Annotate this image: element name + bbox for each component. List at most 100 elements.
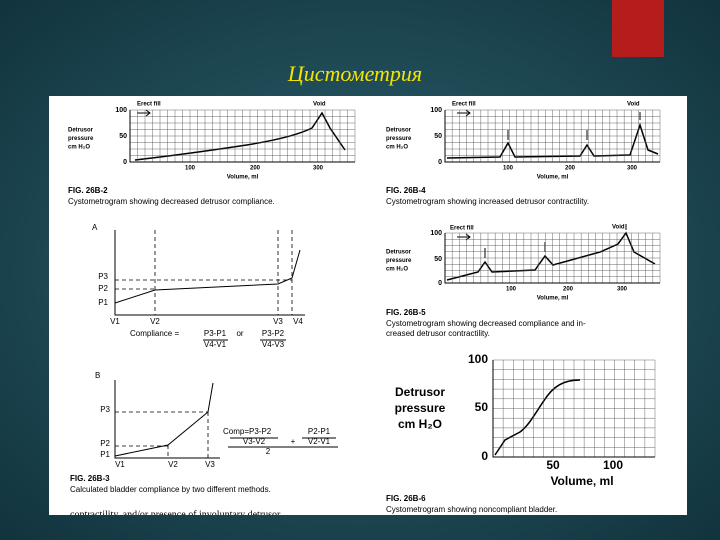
tick-label: 200: [565, 166, 576, 172]
tick-label: 100: [430, 107, 442, 114]
axes: [444, 233, 660, 284]
annotation: Erect fill: [137, 102, 161, 108]
curve: [114, 382, 214, 457]
axis-label: P1: [98, 298, 108, 307]
tick-label: 300: [627, 166, 638, 172]
axis-label: V3: [273, 317, 283, 326]
figure-number: FIG. 26B-5: [386, 308, 426, 317]
curve: [114, 249, 301, 304]
figure-number: FIG. 26B-6: [386, 494, 426, 503]
tick-label: 0: [438, 159, 442, 166]
formula: Compliance =: [130, 329, 179, 338]
annotation: Erect fill: [452, 102, 476, 108]
formula: or: [236, 329, 243, 338]
curve: [446, 122, 659, 159]
axis-label: V2: [150, 317, 160, 326]
axis-label: cm H₂O: [386, 145, 408, 151]
guide-lines: [115, 230, 293, 315]
axis-label: Detrusor: [68, 128, 94, 134]
tick-label: 100: [115, 107, 127, 114]
axis-label: P3: [100, 405, 110, 414]
tick-label: 100: [468, 352, 488, 366]
axis-label: cm H₂O: [68, 145, 90, 151]
axis-title: Volume, ml: [537, 175, 569, 181]
formula: P2-P1: [308, 427, 331, 436]
panel-letter: B: [95, 371, 100, 380]
axis-title: Volume, ml: [537, 296, 569, 302]
axis-label: cm H₂O: [398, 417, 442, 431]
axis-label: Detrusor: [386, 250, 412, 256]
axis-label: V1: [115, 460, 125, 469]
axis-label: V4: [293, 317, 303, 326]
tick-label: 50: [546, 458, 560, 472]
axis-label: P1: [100, 450, 110, 459]
axes: [129, 110, 355, 163]
formula: Comp=P3-P2: [223, 427, 272, 436]
axes: [114, 380, 220, 459]
tick-label: 300: [617, 287, 628, 293]
annotation: Void: [612, 225, 625, 231]
axis-label: pressure: [386, 258, 412, 264]
tick-label: 100: [185, 166, 196, 172]
slide-title: Цистометрия: [287, 61, 422, 86]
axes: [114, 230, 305, 316]
formula: V3-V2: [243, 437, 266, 446]
formula: V2-V1: [308, 437, 331, 446]
formula: 2: [266, 447, 271, 456]
figure-number: FIG. 26B-3: [70, 474, 110, 483]
curve: [494, 379, 581, 456]
tick-label: 50: [119, 133, 127, 140]
formula: P3-P2: [262, 329, 285, 338]
guide-lines: [115, 411, 209, 458]
tick-label: 200: [563, 287, 574, 293]
curve: [446, 231, 656, 281]
axis-title: Volume, ml: [550, 474, 613, 488]
axis-label: Detrusor: [386, 128, 412, 134]
tick-label: 0: [438, 280, 442, 287]
caption: Cystometrogram showing decreased detruso…: [68, 197, 275, 206]
formula: P3-P1: [204, 329, 227, 338]
annotation: Void: [313, 102, 326, 108]
tick-label: 100: [430, 230, 442, 237]
tick-label: 50: [434, 133, 442, 140]
figure-number: FIG. 26B-4: [386, 186, 426, 195]
fraction-bars: [228, 437, 338, 448]
formula: V4-V3: [262, 340, 285, 349]
axis-label: V1: [110, 317, 120, 326]
axis-label: pressure: [68, 136, 94, 142]
caption: creased detrusor contractility.: [386, 329, 490, 338]
axis-label: P2: [98, 284, 108, 293]
caption: Cystometrogram showing increased detruso…: [386, 197, 589, 206]
axes: [492, 360, 655, 458]
axis-label: P3: [98, 272, 108, 281]
axes: [444, 110, 660, 163]
axis-label: pressure: [395, 401, 446, 415]
arrows: [137, 109, 641, 258]
caption: Cystometrogram showing decreased complia…: [386, 319, 586, 328]
axis-label: Detrusor: [395, 385, 445, 399]
body-text: contractility, and/or presence of involu…: [70, 509, 281, 520]
formula: +: [291, 437, 296, 446]
accent-block: [612, 0, 664, 57]
axis-label: cm H₂O: [386, 267, 408, 273]
tick-label: 100: [603, 458, 623, 472]
panel-letter: A: [92, 223, 98, 232]
tick-label: 100: [503, 166, 514, 172]
tick-label: 200: [250, 166, 261, 172]
axis-label: V2: [168, 460, 178, 469]
annotation: Void: [627, 102, 640, 108]
tick-label: 0: [123, 159, 127, 166]
formula: V4-V1: [204, 340, 227, 349]
figure-number: FIG. 26B-2: [68, 186, 108, 195]
figure-panel: [49, 96, 687, 515]
annotation: Erect fill: [450, 226, 474, 232]
axis-label: pressure: [386, 136, 412, 142]
caption: Calculated bladder compliance by two dif…: [70, 485, 271, 494]
axis-title: Volume, ml: [227, 175, 259, 181]
axis-label: P2: [100, 439, 110, 448]
caption: Cystometrogram showing noncompliant blad…: [386, 505, 557, 514]
tick-label: 50: [475, 400, 489, 414]
